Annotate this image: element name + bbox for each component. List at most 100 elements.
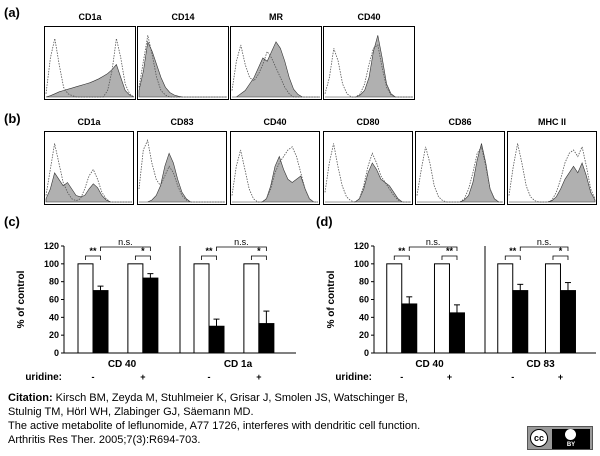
bar-control bbox=[127, 263, 144, 354]
bar-treated bbox=[208, 325, 225, 354]
histogram-title: CD1a bbox=[77, 117, 101, 127]
histogram-title: CD1a bbox=[78, 12, 102, 22]
histogram-svg bbox=[230, 26, 322, 100]
bar-treated bbox=[258, 323, 275, 354]
uridine-row-label: uridine: bbox=[335, 372, 372, 383]
histogram-b-cd86: CD86 bbox=[415, 117, 505, 205]
histogram-svg bbox=[415, 131, 505, 205]
bar-treated bbox=[448, 312, 465, 354]
bar-treated bbox=[92, 290, 109, 354]
group-label: CD 40 bbox=[415, 359, 444, 370]
significance-bracket bbox=[504, 255, 521, 260]
histogram-dotted-line bbox=[231, 44, 320, 98]
bar-treated bbox=[401, 303, 418, 354]
bar-control bbox=[243, 263, 260, 354]
significance-label: ** bbox=[398, 246, 406, 256]
y-tick-label: 0 bbox=[54, 348, 59, 358]
significance-bracket bbox=[519, 246, 569, 251]
citation-line-4: Arthritis Res Ther. 2005;7(3):R694-703. bbox=[8, 434, 201, 446]
citation-line-1: Citation: Kirsch BM, Zeyda M, Stuhlmeier… bbox=[8, 391, 598, 405]
bar-treated bbox=[512, 290, 529, 354]
histogram-svg bbox=[323, 26, 415, 100]
uridine-sign: + bbox=[140, 372, 145, 382]
histogram-frame bbox=[323, 131, 413, 205]
histogram-b-cd83: CD83 bbox=[137, 117, 227, 205]
histogram-frame bbox=[44, 131, 134, 205]
histogram-a-cd40: CD40 bbox=[323, 12, 415, 100]
citation-label: Citation: bbox=[8, 392, 53, 404]
uridine-sign: - bbox=[92, 372, 95, 382]
by-label: BY bbox=[552, 441, 590, 449]
significance-bracket bbox=[250, 255, 267, 260]
histogram-dotted-line bbox=[138, 138, 225, 203]
uridine-sign: + bbox=[256, 372, 261, 382]
significance-bracket bbox=[408, 246, 458, 251]
y-tick-label: 60 bbox=[359, 295, 369, 305]
significance-label: n.s. bbox=[426, 237, 441, 247]
histogram-title: MHC II bbox=[538, 117, 566, 127]
histogram-frame bbox=[230, 26, 322, 100]
histogram-a-mr: MR bbox=[230, 12, 322, 100]
attribution-strip bbox=[552, 429, 590, 441]
significance-label: * bbox=[559, 246, 563, 256]
y-tick-label: 0 bbox=[364, 348, 369, 358]
histogram-frame bbox=[415, 131, 505, 205]
histogram-title: CD14 bbox=[171, 12, 195, 22]
cc-icon: cc bbox=[530, 429, 548, 447]
citation-line-2: Stulnig TM, Hörl WH, Zlabinger GJ, Säema… bbox=[8, 406, 254, 418]
significance-bracket bbox=[201, 255, 217, 260]
significance-bracket bbox=[393, 255, 410, 260]
histogram-dotted-line bbox=[231, 146, 318, 203]
significance-bracket bbox=[100, 246, 151, 251]
bar-control bbox=[193, 263, 210, 354]
histogram-title: CD83 bbox=[170, 117, 194, 127]
significance-label: ** bbox=[205, 246, 213, 256]
histogram-dotted-line bbox=[416, 145, 503, 203]
histogram-filled-area bbox=[232, 41, 320, 98]
histogram-title: CD40 bbox=[357, 12, 381, 22]
significance-bracket bbox=[216, 246, 267, 251]
person-icon bbox=[565, 429, 576, 440]
bar-treated bbox=[559, 290, 576, 354]
uridine-sign: - bbox=[400, 372, 403, 382]
significance-label: ** bbox=[89, 246, 97, 256]
histogram-title: CD40 bbox=[263, 117, 287, 127]
significance-bracket bbox=[552, 255, 569, 260]
panel-letter-a: (a) bbox=[4, 5, 20, 20]
bar-control bbox=[77, 263, 94, 354]
bar-chart-d: % of control 0 20 40 60 80 100 120 - + ** ** n.s. CD … bbox=[326, 237, 596, 383]
y-tick-label: 120 bbox=[44, 241, 59, 251]
y-tick-label: 20 bbox=[49, 330, 59, 340]
y-tick-label: 40 bbox=[359, 312, 369, 322]
histogram-frame bbox=[507, 131, 597, 205]
histogram-svg bbox=[44, 26, 136, 100]
y-tick-label: 40 bbox=[49, 312, 59, 322]
significance-bracket bbox=[134, 255, 151, 260]
histogram-title: CD80 bbox=[356, 117, 380, 127]
group-label: CD 40 bbox=[108, 359, 137, 370]
histogram-svg bbox=[137, 26, 229, 100]
histogram-b-mhc-ii: MHC II bbox=[507, 117, 597, 205]
significance-bracket bbox=[85, 255, 101, 260]
histogram-filled-area bbox=[509, 162, 596, 203]
y-axis-label: % of control bbox=[326, 270, 337, 328]
citation-line-3: The active metabolite of leflunomide, A7… bbox=[8, 420, 421, 432]
y-tick-label: 60 bbox=[49, 295, 59, 305]
bar-control bbox=[433, 263, 450, 354]
histogram-dotted-line bbox=[324, 143, 411, 203]
histogram-dotted-line bbox=[45, 143, 132, 203]
significance-label: n.s. bbox=[118, 237, 133, 247]
panel-letter-b: (b) bbox=[4, 111, 21, 126]
group-label: CD 1a bbox=[224, 359, 253, 370]
histogram-a-cd1a: CD1a bbox=[44, 12, 136, 100]
citation-block: Citation: Kirsch BM, Zeyda M, Stuhlmeier… bbox=[8, 391, 598, 447]
significance-label: n.s. bbox=[537, 237, 552, 247]
bar-treated bbox=[142, 277, 159, 354]
histogram-filled-area bbox=[232, 155, 318, 203]
histogram-svg bbox=[44, 131, 134, 205]
histogram-filled-area bbox=[417, 143, 503, 203]
histogram-dotted-line bbox=[45, 38, 135, 98]
y-tick-label: 100 bbox=[44, 259, 59, 269]
histogram-frame bbox=[137, 26, 229, 100]
